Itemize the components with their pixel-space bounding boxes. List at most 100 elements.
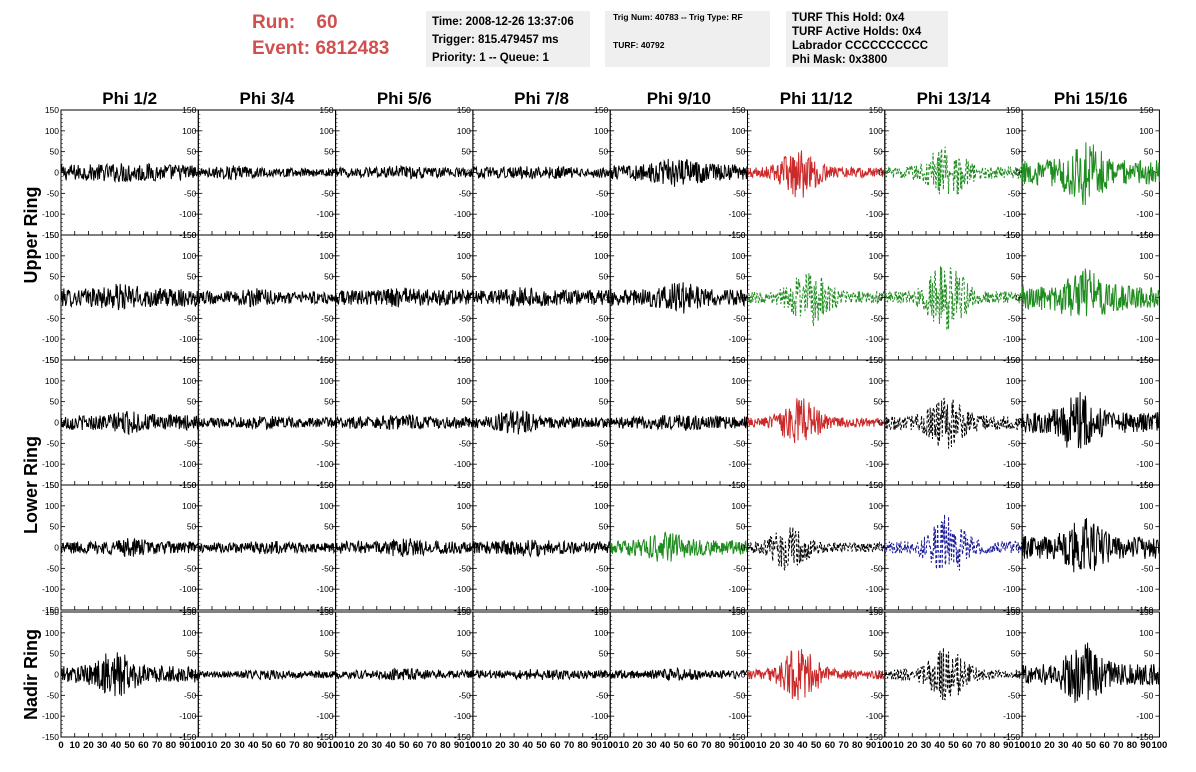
y-tick-label: -50 [596, 690, 609, 700]
run-event-box: Run: 60 Event: 6812483 [252, 10, 422, 62]
y-tick-label: -150 [317, 605, 334, 615]
x-tick-label: 10 [893, 740, 904, 751]
trigger-text: Trigger: 815.479457 ms [432, 34, 559, 46]
y-tick-label: 150 [182, 230, 196, 240]
y-tick-label: 150 [1006, 105, 1020, 115]
y-tick-label: 150 [594, 607, 608, 617]
x-tick-label: 90 [728, 740, 739, 751]
y-tick-label: -100 [866, 584, 883, 594]
x-tick-label: 100 [328, 740, 344, 751]
event-label: Event: [252, 38, 311, 59]
x-tick-label: 60 [1099, 740, 1110, 751]
y-tick-label: 100 [319, 628, 333, 638]
y-tick-label: 50 [736, 522, 746, 532]
waveform-series [335, 667, 474, 681]
y-tick-label: 0 [329, 418, 334, 428]
y-tick-label: -100 [317, 584, 334, 594]
y-tick-label: 150 [869, 480, 883, 490]
y-tick-label: 100 [457, 251, 471, 261]
x-tick-label: 50 [1085, 740, 1096, 751]
y-tick-label: -100 [42, 459, 59, 469]
x-tick-label: 50 [948, 740, 959, 751]
y-tick-label: -150 [728, 732, 745, 742]
waveform-series [747, 150, 886, 198]
y-tick-label: -50 [733, 313, 746, 323]
y-tick-label: 100 [457, 501, 471, 511]
x-tick-label: 70 [152, 740, 163, 751]
y-tick-label: -100 [454, 209, 471, 219]
y-tick-label-right: -50 [1141, 313, 1154, 323]
x-tick-label: 60 [138, 740, 149, 751]
y-tick-label: 50 [873, 649, 883, 659]
x-tick-label: 50 [674, 740, 685, 751]
y-tick-label-right: -50 [1141, 563, 1154, 573]
y-tick-label-right: -100 [1136, 209, 1153, 219]
y-tick-label: -50 [1008, 438, 1021, 448]
y-tick-label: 0 [741, 670, 746, 680]
y-tick-label: -100 [317, 711, 334, 721]
waveform-series [1021, 518, 1160, 573]
x-tick-label: 20 [632, 740, 643, 751]
y-tick-label: -50 [184, 188, 197, 198]
y-tick-label: -50 [47, 313, 60, 323]
column-title-6: Phi 11/12 [780, 89, 853, 108]
y-tick-label: 0 [878, 168, 883, 178]
x-tick-label: 10 [69, 740, 80, 751]
y-tick-label: 150 [319, 230, 333, 240]
y-tick-label: -50 [459, 188, 472, 198]
y-tick-label: -100 [1003, 711, 1020, 721]
x-tick-label: 20 [907, 740, 918, 751]
x-tick-label: 20 [83, 740, 94, 751]
y-tick-label: 50 [187, 522, 197, 532]
x-tick-label: 80 [989, 740, 1000, 751]
y-tick-label: 50 [187, 272, 197, 282]
y-tick-label: 0 [741, 418, 746, 428]
x-tick-label: 100 [465, 740, 481, 751]
y-tick-label: 150 [457, 230, 471, 240]
y-tick-label: -100 [591, 459, 608, 469]
y-tick-label: -150 [42, 355, 59, 365]
y-tick-label: -150 [42, 480, 59, 490]
x-tick-label: 90 [179, 740, 190, 751]
trig-num-text: Trig Num: 40783 -- Trig Type: RF [613, 12, 743, 22]
y-tick-label: 100 [594, 376, 608, 386]
y-tick-label: -100 [728, 584, 745, 594]
y-tick-label-right: 50 [1144, 272, 1154, 282]
waveform-series [884, 146, 1023, 195]
y-tick-label: -150 [42, 732, 59, 742]
y-tick-label: 50 [1011, 147, 1021, 157]
y-tick-label-right: 50 [1144, 649, 1154, 659]
y-tick-label: 100 [731, 251, 745, 261]
x-tick-label: 70 [976, 740, 987, 751]
event-value: 6812483 [315, 38, 390, 59]
x-tick-label: 90 [1003, 740, 1014, 751]
y-tick-label: -50 [184, 690, 197, 700]
y-tick-label: 100 [182, 376, 196, 386]
y-tick-label: -150 [866, 732, 883, 742]
y-tick-label-right: 150 [1139, 230, 1153, 240]
y-tick-label: -100 [728, 209, 745, 219]
panel-frame [60, 109, 199, 236]
x-tick-label: 60 [413, 740, 424, 751]
x-tick-label: 30 [783, 740, 794, 751]
y-tick-label: -50 [1008, 313, 1021, 323]
y-tick-label: 50 [50, 522, 60, 532]
x-tick-label: 80 [577, 740, 588, 751]
y-tick-label: 50 [461, 522, 471, 532]
y-tick-label: -100 [179, 209, 196, 219]
x-tick-label: 60 [550, 740, 561, 751]
y-tick-label: -150 [42, 230, 59, 240]
y-tick-label-right: 100 [1139, 628, 1153, 638]
waveform-series [60, 538, 199, 557]
y-tick-label: 50 [50, 147, 60, 157]
waveform-series [472, 410, 611, 435]
y-tick-label: -150 [591, 732, 608, 742]
y-tick-label: -150 [179, 732, 196, 742]
waveform-series [884, 397, 1023, 449]
waveform-series [1021, 268, 1160, 317]
y-tick-label: 50 [461, 272, 471, 282]
x-tick-label: 30 [509, 740, 520, 751]
y-tick-label: 150 [1006, 355, 1020, 365]
y-tick-label: -100 [317, 209, 334, 219]
waveform-series [609, 666, 748, 682]
